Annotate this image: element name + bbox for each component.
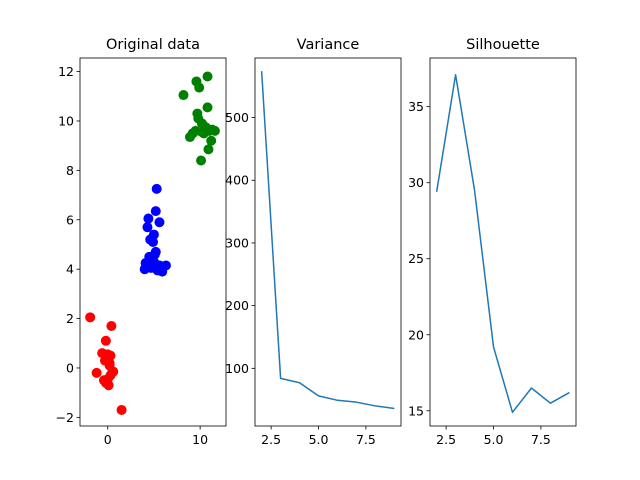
- y-tick-label: 4: [66, 262, 74, 277]
- data-point: [91, 367, 102, 378]
- data-point: [154, 217, 165, 228]
- series-line: [260, 71, 395, 410]
- y-tick-label: 8: [66, 163, 74, 178]
- y-tick-label: 6: [66, 212, 74, 227]
- chart-title: Variance: [297, 37, 360, 53]
- y-tick-label: 15: [408, 403, 424, 418]
- data-point: [106, 320, 117, 331]
- chart-title: Silhouette: [466, 37, 540, 53]
- data-point: [102, 374, 113, 385]
- axes-frame: [79, 57, 227, 427]
- x-tick-label: 7.5: [356, 432, 376, 447]
- data-point: [143, 213, 154, 224]
- data-point: [148, 256, 159, 267]
- data-point: [196, 155, 207, 166]
- x-tick-label: 5.0: [309, 432, 329, 447]
- y-tick-label: 0: [66, 360, 74, 375]
- x-tick-label: 5.0: [484, 432, 504, 447]
- data-point: [194, 82, 205, 93]
- axes-frame: [254, 57, 402, 427]
- data-point: [206, 135, 217, 146]
- y-tick-label: 12: [58, 64, 74, 79]
- data-point: [108, 366, 119, 377]
- data-point: [190, 125, 201, 136]
- data-point: [178, 90, 189, 101]
- subplot-variance: 2.5 5.0 7.5 100 200 300 400 500 Variance: [225, 37, 402, 447]
- data-point: [100, 335, 111, 346]
- y-tick-label: 100: [225, 361, 249, 376]
- y-tick-label: 30: [408, 175, 424, 190]
- y-tick-label: 200: [225, 298, 249, 313]
- y-tick-label: −2: [56, 410, 74, 425]
- data-point: [142, 222, 153, 233]
- y-tick-label: 300: [225, 235, 249, 250]
- y-tick-label: 2: [66, 311, 74, 326]
- data-point: [116, 404, 127, 415]
- x-tick-label: 0: [104, 432, 112, 447]
- data-point: [202, 71, 213, 82]
- x-tick-label: 7.5: [531, 432, 551, 447]
- y-tick-label: 400: [225, 173, 249, 188]
- subplot-original-data: 0 10 −2 0 2 4 6 8 10 12 Original data: [56, 37, 227, 447]
- x-tick-label: 2.5: [261, 432, 281, 447]
- data-point: [198, 128, 209, 139]
- x-tick-label: 2.5: [436, 432, 456, 447]
- y-tick-label: 35: [408, 99, 424, 114]
- data-point: [150, 246, 161, 257]
- data-point: [101, 351, 112, 362]
- data-point: [85, 312, 96, 323]
- data-point: [150, 206, 161, 217]
- plot-area: [435, 73, 570, 414]
- x-tick-label: 10: [192, 432, 208, 447]
- subplot-silhouette: 2.5 5.0 7.5 15 20 25 30 35 Silhouette: [408, 37, 577, 447]
- axes-frame: [429, 57, 577, 427]
- y-tick-label: 10: [58, 113, 74, 128]
- y-tick-label: 500: [225, 110, 249, 125]
- plot-area: [260, 71, 395, 410]
- data-point: [202, 102, 213, 113]
- data-point: [148, 237, 158, 247]
- data-point: [148, 229, 159, 240]
- chart-title: Original data: [106, 37, 200, 53]
- data-point: [203, 144, 214, 155]
- series-line: [435, 73, 570, 414]
- y-tick-label: 20: [408, 327, 424, 342]
- plot-area: [85, 71, 220, 415]
- data-point: [151, 183, 162, 194]
- y-tick-label: 25: [408, 251, 424, 266]
- data-point: [209, 125, 220, 136]
